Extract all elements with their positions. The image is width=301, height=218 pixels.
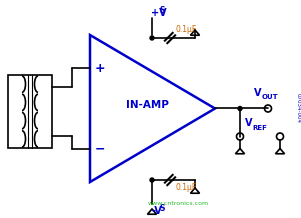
Text: V: V [254, 89, 262, 99]
Text: −: − [95, 142, 105, 155]
Circle shape [238, 107, 242, 111]
Text: REF: REF [252, 124, 267, 131]
Text: +V: +V [151, 8, 167, 18]
Text: www.cntronics.com: www.cntronics.com [147, 201, 209, 206]
Text: IN-AMP: IN-AMP [126, 100, 169, 111]
Circle shape [150, 178, 154, 182]
Bar [8, 75, 52, 148]
Text: S: S [160, 6, 165, 15]
Text: 0.1μF: 0.1μF [175, 26, 196, 34]
Text: S: S [160, 204, 165, 213]
Text: +: + [95, 61, 105, 75]
Text: V: V [245, 119, 253, 128]
Text: 07034-004: 07034-004 [296, 93, 300, 123]
Circle shape [150, 36, 154, 40]
Text: OUT: OUT [262, 94, 279, 100]
Text: 0.1μF: 0.1μF [175, 184, 196, 192]
Text: -V: -V [151, 206, 162, 216]
